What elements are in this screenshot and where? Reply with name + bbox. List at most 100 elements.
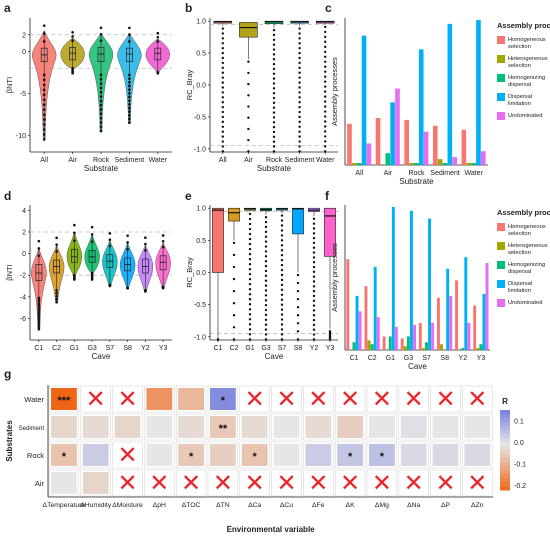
x-tick-label: S7 [422,355,431,362]
outlier-Water [324,70,327,73]
outlier-C1 [37,320,41,324]
plot-b: 1.0 0.5 0.0 -0.5 -1.0 All Air Rock Sediment Water… [185,18,338,173]
bar-Sediment-2 [442,163,448,165]
bar-C2-2 [370,344,374,350]
plot-e: 1.0 0.5 0.0 -0.5 -1.0 C1 C2 G1 G3 S7 S8 Y2 Y3 Cave RC_… [185,205,338,361]
colorbar-step [500,470,510,475]
bar-All-2 [356,163,362,165]
bar-Air-4 [395,88,400,165]
significance-mark: * [253,451,258,463]
outlier-Air [71,31,74,34]
colorbar-step [500,462,510,467]
outlier-Water [156,71,160,74]
outlier-G1 [248,298,252,301]
box-C2 [228,207,240,222]
cross-mark: ✕ [149,470,169,497]
outlier-All [221,145,224,148]
outlier-Air [71,35,74,38]
outlier-Y2 [312,270,316,274]
outlier-Air [71,39,74,42]
outlier-Rock [272,121,276,124]
x-tick-label: S8 [123,345,132,352]
outlier-G1 [248,308,252,311]
outlier-All [221,81,224,84]
outlier-Y3 [328,338,332,341]
bar-Air-2 [385,153,391,165]
cross-mark: ✕ [435,470,455,497]
colorbar-tick-label: -0.1 [514,462,526,469]
outlier-Sediment [298,86,301,89]
outlier-Rock [99,121,103,124]
colorbar-tick-label: -0.2 [514,483,526,490]
outlier-Rock [272,87,276,90]
bar-G3-2 [406,336,410,350]
legend-label: Dispersal limitation [508,281,532,294]
outlier-All [42,108,46,111]
heat-cell [273,444,300,466]
col-label: ΔTemperature [43,502,86,509]
col-label: ΔHumidity [80,502,112,509]
outlier-Sediment [128,99,131,102]
y-tick-label: 0.5 [196,51,206,58]
bar-Air-3 [390,102,395,165]
heat-cell-frame [112,469,143,497]
outlier-Rock [272,82,276,85]
outlier-S7 [280,219,284,222]
outlier-C2 [232,253,236,257]
outlier-All [42,32,46,35]
legend-label-line: limitation [508,101,531,107]
x-tick-label: C1 [34,345,43,352]
outlier-G1 [248,293,252,296]
heat-cell [210,416,236,438]
outlier-Sediment [298,105,301,109]
bar-Y2-3 [464,257,468,350]
outlier-Y2 [312,261,316,264]
y-axis-title: Assembly processes [330,57,339,126]
col-label: ΔFe [312,502,325,509]
panel-letter-f: f [325,189,330,203]
outlier-Rock [99,116,103,120]
x-tick-label: Water [464,170,483,177]
x-tick-label: S7 [106,345,115,352]
heat-cell-frame [271,469,302,497]
heat-cell-frame [80,385,111,413]
outlier-All [42,118,46,121]
outlier-Rock [272,53,276,56]
col-label: ΔCu [280,502,293,509]
bar-S8-4 [449,295,453,350]
outlier-Y2 [312,227,316,230]
outlier-G1 [248,318,252,321]
panel-letter-a: a [4,1,11,15]
colorbar-step [500,454,510,459]
outlier-Air [247,94,250,97]
outlier-All [221,61,224,65]
col-label: ΔP [441,502,451,509]
cross-mark: ✕ [86,386,106,413]
outlier-Rock [272,106,276,109]
cross-mark: ✕ [404,470,424,497]
outlier-C1 [37,315,41,319]
outlier-G1 [248,237,252,241]
outlier-All [42,40,46,43]
cross-mark: ✕ [117,442,137,469]
outlier-S8 [296,314,300,317]
outlier-C1 [37,303,41,307]
outlier-C1 [37,318,41,321]
outlier-Sediment [298,42,301,45]
bar-G3-0 [400,338,404,350]
outlier-Y2 [144,249,147,252]
outlier-Sediment [128,121,131,124]
outlier-G3 [264,240,268,243]
bar-Y3-1 [476,348,480,350]
heat-cell [400,444,427,466]
outlier-C2 [55,243,58,246]
outlier-Water [324,60,327,63]
y-tick-label: 1.0 [196,206,206,213]
y-axis-title: Assembly processes [330,243,339,312]
x-tick-label: C2 [368,355,377,362]
outlier-S7 [280,318,284,321]
outlier-All [221,115,224,119]
outlier-All [42,78,46,82]
bar-Y2-2 [461,348,465,350]
